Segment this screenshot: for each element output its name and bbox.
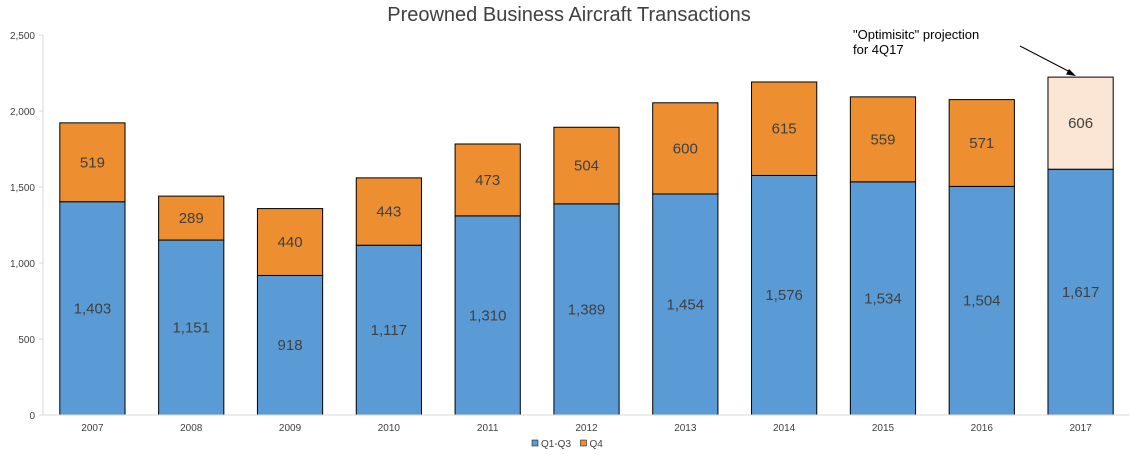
data-label-q4: 289	[179, 210, 204, 227]
data-label-q1-q3: 1,534	[864, 290, 902, 307]
legend-swatch	[580, 439, 587, 447]
annotation-arrowhead	[1066, 69, 1076, 76]
bar-q4	[256, 208, 324, 276]
bar-q1-q3	[158, 239, 225, 416]
bar-q4	[59, 122, 126, 203]
data-label-q4: 473	[475, 172, 500, 189]
data-label-q4: 504	[574, 158, 599, 175]
bar-q4	[355, 177, 422, 246]
x-tick-label: 2015	[872, 423, 895, 434]
bar-q4	[948, 99, 1015, 187]
data-label-q1-q3: 1,403	[74, 300, 112, 317]
x-tick-label: 2013	[674, 423, 697, 434]
x-axis: 2007 2008 2009 2010 2011 2012 2013 2014 2015 2016…	[43, 414, 1130, 434]
annotation-line-2: for 4Q17	[853, 42, 904, 57]
bar-q4	[158, 195, 225, 241]
bar-q1-q3	[849, 181, 917, 416]
data-label-q4: 440	[278, 234, 303, 251]
legend: Q1-Q3 Q4	[531, 439, 604, 450]
bars: 1,403 519 1,151 289 918 440 1,117 443 1,310 473 1,…	[59, 76, 1114, 416]
x-tick-label: 2017	[1069, 423, 1092, 434]
data-label-q4: 571	[969, 135, 994, 152]
data-label-q4: 443	[376, 204, 401, 221]
x-tick-label: 2016	[971, 423, 994, 434]
data-label-q1-q3: 1,310	[469, 307, 507, 324]
x-tick-label: 2012	[575, 423, 598, 434]
bar-q1-q3	[454, 215, 521, 416]
data-label-q4: 559	[870, 131, 895, 148]
data-label-q1-q3: 1,117	[371, 322, 407, 339]
bar-q4	[454, 143, 521, 217]
bar-q1-q3	[256, 274, 324, 416]
data-label-q4: 519	[80, 154, 105, 171]
y-tick-label: 0	[29, 411, 35, 422]
data-label-q1-q3: 1,389	[568, 301, 606, 318]
data-label-q1-q3: 1,576	[765, 287, 803, 304]
y-tick-label: 1,000	[10, 259, 35, 270]
bar-q1-q3	[652, 193, 719, 416]
bar-q1-q3	[355, 244, 422, 416]
y-tick-label: 2,500	[10, 31, 35, 42]
x-tick-label: 2007	[81, 423, 104, 434]
bar-q1-q3	[553, 203, 620, 416]
y-tick-label: 1,500	[10, 183, 35, 194]
data-label-q4: 615	[772, 121, 797, 138]
data-label-q1-q3: 1,617	[1062, 284, 1100, 301]
data-label-q4: 600	[673, 140, 698, 157]
x-tick-label: 2009	[279, 423, 302, 434]
annotation-arrow	[1019, 45, 1073, 74]
data-label-q1-q3: 1,504	[963, 293, 1001, 310]
legend-swatch	[531, 439, 539, 447]
data-label-q1-q3: 918	[278, 337, 303, 354]
data-label-q1-q3: 1,151	[172, 320, 210, 337]
data-label-q1-q3: 1,454	[667, 296, 705, 313]
x-tick-label: 2011	[477, 423, 499, 434]
x-tick-label: 2010	[378, 423, 401, 434]
bar-q1-q3	[751, 174, 818, 416]
bar-q1-q3	[1047, 168, 1114, 416]
legend-label: Q1-Q3	[541, 439, 571, 450]
annotation-line-1: "Optimisitc" projection	[853, 27, 979, 42]
legend-label: Q4	[590, 439, 604, 450]
data-label-q4: 606	[1068, 115, 1093, 132]
y-axis: 0 500 1,000 1,500 2,000 2,500	[10, 31, 44, 422]
x-tick-label: 2014	[773, 423, 796, 434]
bar-q4	[849, 96, 917, 183]
bar-q4	[751, 81, 818, 176]
annotation: "Optimisitc" projection for 4Q17	[853, 27, 1076, 76]
bar-q4	[652, 102, 719, 195]
bar-q4	[553, 126, 620, 205]
bar-q1-q3	[948, 185, 1015, 416]
x-tick-label: 2008	[180, 423, 203, 434]
chart-title: Preowned Business Aircraft Transactions	[387, 4, 751, 26]
y-tick-label: 500	[18, 335, 35, 346]
y-tick-label: 2,000	[10, 107, 35, 118]
bar-q4-projection	[1047, 76, 1114, 170]
